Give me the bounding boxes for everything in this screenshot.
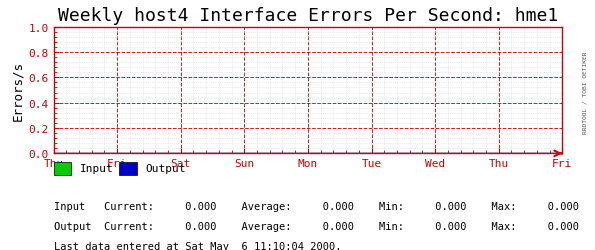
Text: Output: Output bbox=[146, 164, 186, 174]
Text: Input: Input bbox=[80, 164, 114, 174]
Y-axis label: Errors/s: Errors/s bbox=[11, 61, 24, 120]
Text: Last data entered at Sat May  6 11:10:04 2000.: Last data entered at Sat May 6 11:10:04 … bbox=[54, 241, 341, 250]
Text: Input   Current:     0.000    Average:     0.000    Min:     0.000    Max:     0: Input Current: 0.000 Average: 0.000 Min:… bbox=[54, 201, 578, 211]
Text: RRDTOOL / TOBI OETIKER: RRDTOOL / TOBI OETIKER bbox=[583, 52, 587, 134]
Bar bbox=[119, 162, 137, 175]
Text: Output  Current:     0.000    Average:     0.000    Min:     0.000    Max:     0: Output Current: 0.000 Average: 0.000 Min… bbox=[54, 221, 578, 231]
Title: Weekly host4 Interface Errors Per Second: hme1: Weekly host4 Interface Errors Per Second… bbox=[58, 7, 558, 25]
Bar bbox=[54, 162, 71, 175]
